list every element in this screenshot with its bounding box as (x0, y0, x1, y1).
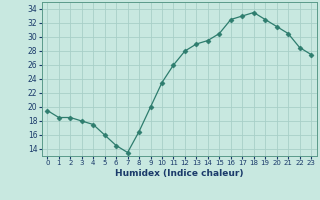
X-axis label: Humidex (Indice chaleur): Humidex (Indice chaleur) (115, 169, 244, 178)
